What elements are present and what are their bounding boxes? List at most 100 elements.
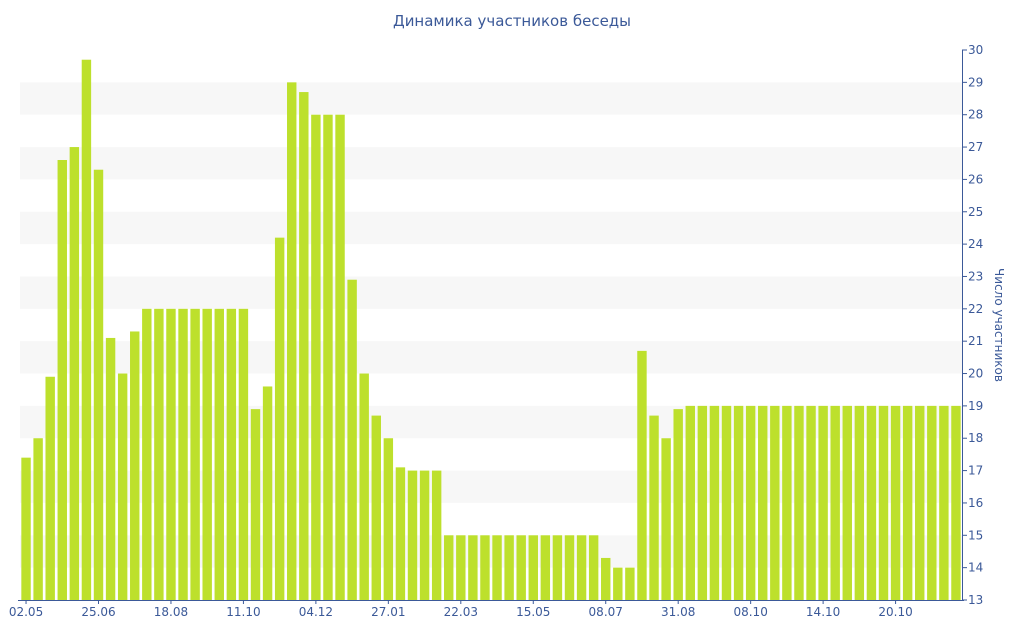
y-tick-label: 16 (968, 496, 983, 510)
bar[interactable] (866, 405, 877, 600)
bar[interactable] (431, 470, 442, 600)
x-tick-label: 27.01 (371, 605, 405, 619)
bar[interactable] (190, 308, 200, 600)
bar[interactable] (927, 405, 937, 600)
bar[interactable] (323, 114, 333, 601)
bar[interactable] (154, 308, 164, 600)
bar[interactable] (939, 405, 949, 600)
bar[interactable] (613, 567, 623, 600)
bar[interactable] (745, 405, 756, 600)
x-tick-label: 22.03 (444, 605, 478, 619)
bar[interactable] (601, 557, 611, 600)
bar[interactable] (528, 535, 538, 600)
bar[interactable] (721, 405, 732, 600)
x-tick-label: 31.08 (661, 605, 695, 619)
y-tick-label: 23 (968, 269, 983, 283)
bar[interactable] (45, 376, 55, 600)
bar[interactable] (130, 331, 140, 600)
bar[interactable] (540, 535, 551, 600)
bar[interactable] (890, 405, 901, 600)
y-tick-label: 21 (968, 334, 983, 348)
bar[interactable] (81, 59, 92, 600)
bar[interactable] (637, 350, 647, 600)
grid-bands (20, 82, 962, 568)
grid-band (20, 276, 962, 309)
y-tick-label: 24 (968, 237, 983, 251)
bar[interactable] (878, 405, 889, 600)
bar[interactable] (794, 405, 804, 600)
bar[interactable] (770, 405, 780, 600)
bar[interactable] (274, 237, 285, 600)
bar[interactable] (673, 409, 683, 600)
bar[interactable] (733, 405, 744, 600)
bar[interactable] (854, 405, 865, 600)
bar[interactable] (444, 535, 454, 600)
x-tick-label: 14.10 (806, 605, 840, 619)
bar[interactable] (480, 535, 490, 600)
bar[interactable] (262, 386, 273, 600)
bar[interactable] (588, 535, 599, 600)
bar[interactable] (287, 82, 297, 601)
bar[interactable] (383, 438, 394, 600)
bar[interactable] (226, 308, 237, 600)
bar[interactable] (419, 470, 430, 600)
bar[interactable] (806, 405, 816, 600)
bar[interactable] (576, 535, 587, 600)
grid-band (20, 470, 962, 503)
y-tick-label: 29 (968, 75, 983, 89)
bar[interactable] (57, 160, 67, 600)
bar[interactable] (299, 92, 309, 600)
bar[interactable] (359, 373, 369, 600)
bar[interactable] (625, 567, 635, 600)
bar[interactable] (468, 535, 478, 600)
bar[interactable] (564, 535, 575, 600)
bar[interactable] (178, 308, 188, 600)
bar[interactable] (142, 308, 152, 600)
bar[interactable] (456, 535, 466, 600)
bar[interactable] (951, 405, 961, 600)
bar[interactable] (371, 415, 381, 600)
x-tick-label: 08.10 (733, 605, 767, 619)
bar[interactable] (311, 114, 321, 601)
y-tick-label: 30 (968, 43, 983, 57)
bar[interactable] (915, 405, 925, 600)
bar[interactable] (661, 438, 671, 600)
bar[interactable] (395, 467, 406, 600)
bar[interactable] (214, 308, 224, 600)
bar[interactable] (93, 169, 104, 600)
bar[interactable] (830, 405, 840, 600)
bar[interactable] (166, 308, 176, 600)
bar[interactable] (21, 457, 31, 600)
bar[interactable] (492, 535, 502, 600)
bar[interactable] (335, 114, 345, 601)
bar[interactable] (238, 308, 249, 600)
bar[interactable] (709, 405, 720, 600)
bar[interactable] (758, 405, 768, 600)
bar[interactable] (842, 405, 852, 600)
bar[interactable] (105, 337, 116, 600)
bar[interactable] (117, 373, 128, 600)
bar[interactable] (202, 308, 212, 600)
bar[interactable] (649, 415, 659, 600)
axes (18, 50, 964, 601)
grid-band (20, 341, 962, 374)
bar[interactable] (902, 405, 913, 600)
bar[interactable] (516, 535, 526, 600)
y-tick-label: 19 (968, 399, 983, 413)
x-tick-label: 02.05 (9, 605, 43, 619)
chart-title: Динамика участников беседы (392, 12, 632, 30)
bar[interactable] (250, 409, 261, 600)
bar[interactable] (33, 438, 43, 600)
bar[interactable] (552, 535, 563, 600)
bar[interactable] (504, 535, 514, 600)
bar[interactable] (782, 405, 792, 600)
y-tick-label: 14 (968, 561, 983, 575)
bar[interactable] (69, 147, 80, 600)
x-tick-label: 08.07 (589, 605, 623, 619)
bar[interactable] (818, 405, 828, 600)
bar[interactable] (697, 405, 708, 600)
y-tick-label: 13 (968, 593, 983, 607)
bar[interactable] (347, 279, 357, 600)
bar[interactable] (685, 405, 695, 600)
bar[interactable] (407, 470, 418, 600)
